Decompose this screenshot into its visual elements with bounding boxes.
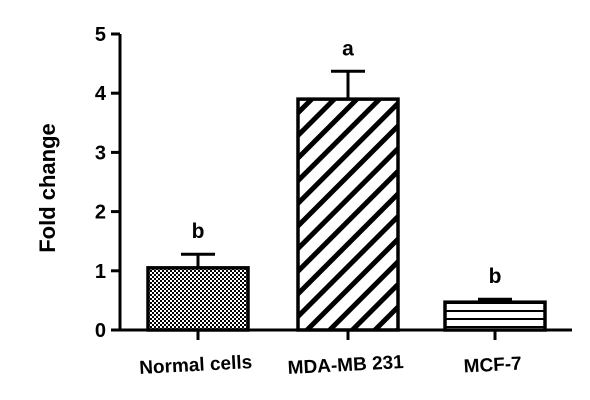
- y-tick-label: 2: [95, 202, 106, 224]
- category-label: Normal cells: [139, 352, 253, 379]
- significance-letter: b: [192, 220, 205, 243]
- y-tick-label: 1: [95, 261, 106, 283]
- category-label: MCF-7: [463, 354, 522, 378]
- y-tick-label: 5: [95, 24, 106, 46]
- y-axis: 0 1 2 3 4 5: [95, 24, 122, 342]
- significance-letter: a: [342, 37, 354, 60]
- bars: [146, 97, 547, 332]
- bar-3: [443, 300, 547, 332]
- y-tick-label: 4: [95, 83, 107, 105]
- y-tick-label: 0: [95, 320, 106, 342]
- y-tick-label: 3: [95, 142, 106, 164]
- y-axis-title: Fold change: [35, 123, 60, 253]
- significance-letter: b: [489, 265, 502, 288]
- significance-labels: b a b: [192, 37, 502, 288]
- bar-2: [296, 97, 400, 332]
- category-label: MDA-MB 231: [287, 352, 404, 379]
- bar-1: [146, 266, 250, 332]
- category-labels: Normal cells MDA-MB 231 MCF-7: [139, 352, 523, 379]
- error-bars: [181, 69, 512, 303]
